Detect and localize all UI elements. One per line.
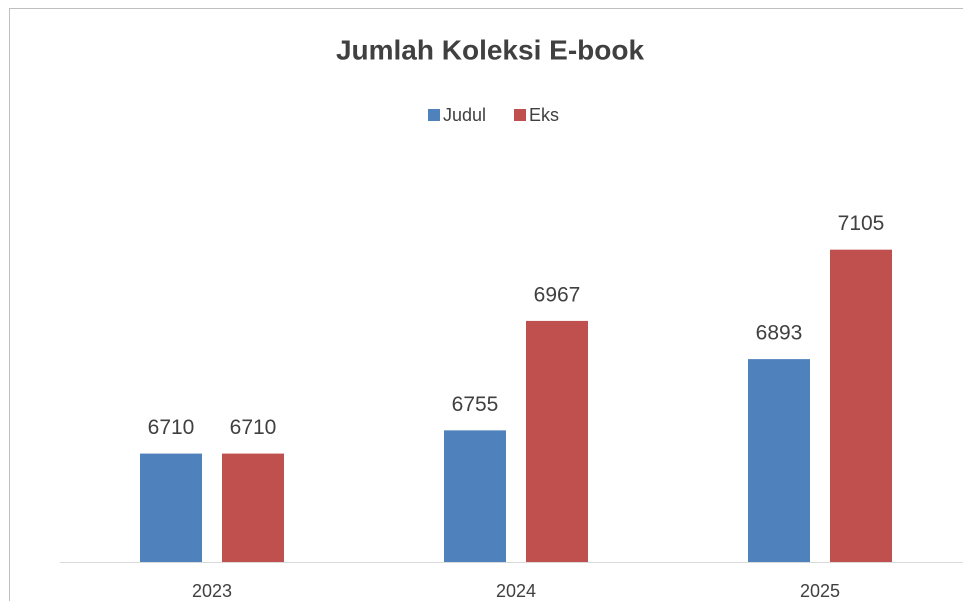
bar	[222, 453, 284, 562]
x-tick-label: 2023	[192, 581, 232, 601]
legend-swatch	[428, 109, 440, 121]
data-label: 7105	[838, 212, 885, 235]
x-tick-label: 2024	[496, 581, 536, 601]
data-label: 6967	[534, 283, 581, 306]
bar	[526, 320, 588, 562]
legend-label: Judul	[443, 105, 486, 125]
data-label: 6710	[230, 416, 277, 439]
bar	[140, 453, 202, 562]
bar	[748, 359, 810, 562]
bar	[830, 249, 892, 562]
legend-swatch	[514, 109, 526, 121]
data-label: 6755	[452, 393, 499, 416]
chart-title: Jumlah Koleksi E-book	[336, 34, 644, 65]
bar	[444, 430, 506, 562]
data-label: 6893	[756, 322, 803, 345]
x-tick-label: 2025	[800, 581, 840, 601]
legend-label: Eks	[529, 105, 559, 125]
data-label: 6710	[148, 416, 195, 439]
